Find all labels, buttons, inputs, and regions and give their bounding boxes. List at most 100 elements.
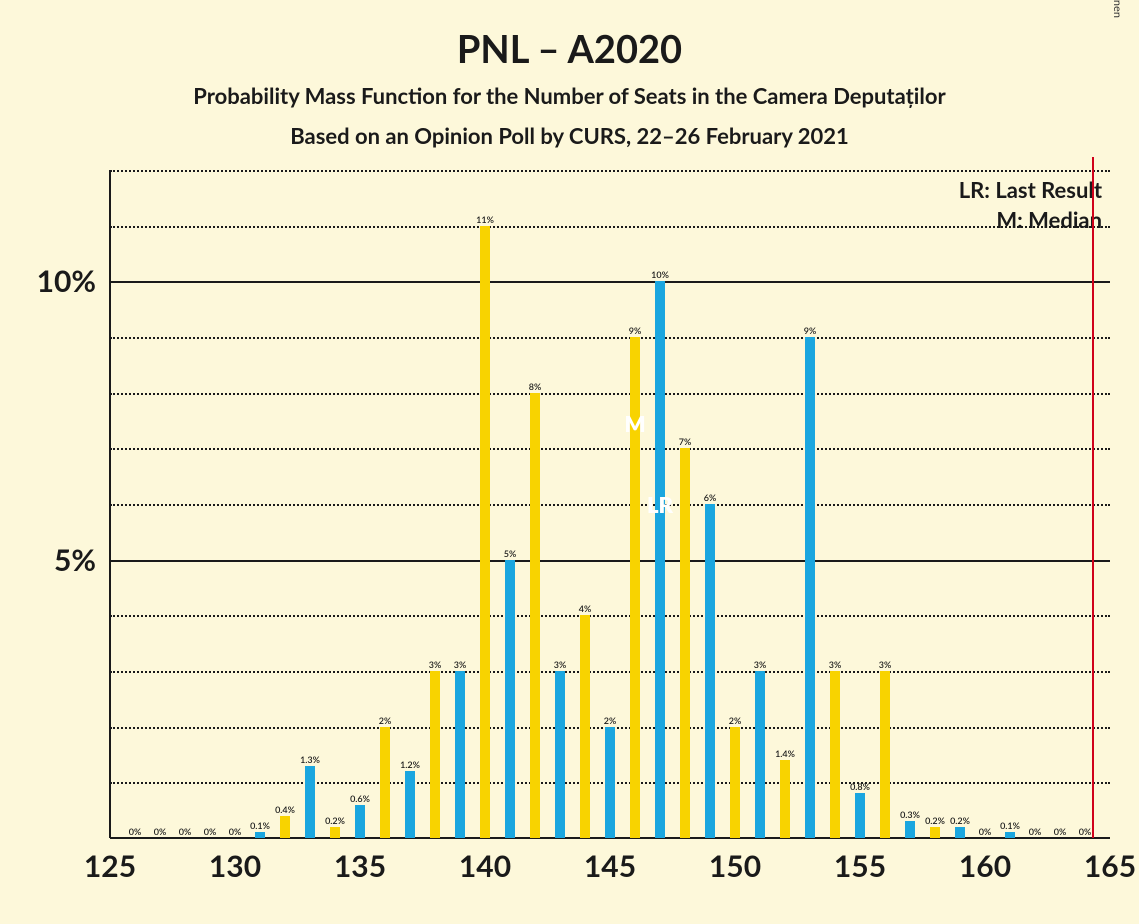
legend-median: M: Median [996, 206, 1102, 233]
bar-value-label: 0% [1029, 826, 1042, 838]
bar-value-label: 0.1% [1000, 820, 1020, 832]
bar-yellow: 0.2% [330, 827, 341, 838]
minor-gridline [110, 671, 1110, 673]
bar-value-label: 5% [504, 548, 517, 560]
x-axis-tick-label: 160 [959, 838, 1011, 884]
median-marker: M [624, 410, 645, 437]
chart-subtitle-2: Based on an Opinion Poll by CURS, 22–26 … [0, 122, 1139, 149]
x-axis-tick-label: 165 [1084, 838, 1136, 884]
bar-value-label: 9% [804, 325, 817, 337]
bar-blue: 3% [755, 671, 766, 838]
x-axis-tick-label: 140 [459, 838, 511, 884]
bar-blue: 3% [455, 671, 466, 838]
bar-blue: 10% [655, 281, 666, 838]
bar-yellow: 3% [830, 671, 841, 838]
bar-value-label: 3% [754, 659, 767, 671]
chart-canvas: PNL – A2020 Probability Mass Function fo… [0, 0, 1139, 924]
bar-blue: 2% [605, 727, 616, 838]
major-gridline [110, 560, 1110, 562]
copyright-text: © 2021 Filip van Laenen [1111, 0, 1124, 18]
minor-gridline [110, 337, 1110, 339]
bar-blue: 5% [505, 560, 516, 838]
bar-value-label: 0.6% [350, 793, 370, 805]
bar-value-label: 2% [379, 715, 392, 727]
bar-value-label: 0.3% [900, 809, 920, 821]
bar-value-label: 0.8% [850, 781, 870, 793]
bar-value-label: 0.2% [925, 815, 945, 827]
bar-value-label: 0.4% [275, 804, 295, 816]
bar-value-label: 4% [579, 603, 592, 615]
major-gridline [110, 281, 1110, 283]
last-result-line [1092, 157, 1094, 838]
bar-value-label: 3% [454, 659, 467, 671]
bar-value-label: 0% [1079, 826, 1092, 838]
bar-blue: 0.3% [905, 821, 916, 838]
bar-value-label: 10% [651, 269, 669, 281]
bar-blue: 0.8% [855, 793, 866, 838]
bar-yellow: 2% [730, 727, 741, 838]
chart-subtitle-1: Probability Mass Function for the Number… [0, 82, 1139, 109]
bar-yellow: 2% [380, 727, 391, 838]
bar-value-label: 1.2% [400, 759, 420, 771]
bar-blue: 6% [705, 504, 716, 838]
minor-gridline [110, 226, 1110, 228]
bar-blue: 0.1% [255, 832, 266, 838]
x-axis-tick-label: 150 [709, 838, 761, 884]
x-axis-tick-label: 130 [209, 838, 261, 884]
bar-value-label: 0% [179, 826, 192, 838]
y-axis-tick-label: 10% [37, 263, 110, 299]
bar-value-label: 2% [604, 715, 617, 727]
bar-yellow: 8% [530, 393, 541, 838]
bar-yellow: 11% [480, 226, 491, 838]
bar-blue: 1.2% [405, 771, 416, 838]
bar-value-label: 11% [476, 214, 494, 226]
minor-gridline [110, 170, 1110, 172]
bar-value-label: 0.2% [325, 815, 345, 827]
x-axis-tick-label: 135 [334, 838, 386, 884]
minor-gridline [110, 393, 1110, 395]
bar-value-label: 1.4% [775, 748, 795, 760]
bar-blue: 0.6% [355, 805, 366, 838]
x-axis-tick-label: 125 [84, 838, 136, 884]
bar-value-label: 1.3% [300, 754, 320, 766]
bar-value-label: 0% [979, 826, 992, 838]
bar-yellow: 4% [580, 615, 591, 838]
minor-gridline [110, 504, 1110, 506]
bar-value-label: 3% [429, 659, 442, 671]
bar-yellow: 0.4% [280, 816, 291, 838]
bar-blue: 0.2% [955, 827, 966, 838]
bar-value-label: 0.2% [950, 815, 970, 827]
bar-value-label: 3% [879, 659, 892, 671]
bar-value-label: 0% [1054, 826, 1067, 838]
bar-value-label: 7% [679, 436, 692, 448]
bar-value-label: 0% [204, 826, 217, 838]
bar-blue: 0.1% [1005, 832, 1016, 838]
x-axis-tick-label: 145 [584, 838, 636, 884]
bar-value-label: 3% [554, 659, 567, 671]
bar-value-label: 9% [629, 325, 642, 337]
bar-value-label: 0% [154, 826, 167, 838]
bar-yellow: 3% [430, 671, 441, 838]
bar-blue: 3% [555, 671, 566, 838]
last-result-marker: LR [647, 491, 673, 518]
bar-yellow: 1.4% [780, 760, 791, 838]
legend-last-result: LR: Last Result [959, 176, 1102, 203]
bar-value-label: 3% [829, 659, 842, 671]
bar-yellow: 3% [880, 671, 891, 838]
chart-title: PNL – A2020 [0, 26, 1139, 72]
minor-gridline [110, 615, 1110, 617]
y-axis-tick-label: 5% [54, 542, 110, 578]
plot-area: LR: Last Result M: Median 5%10%125130135… [110, 170, 1110, 838]
bar-value-label: 2% [729, 715, 742, 727]
y-axis-line [109, 170, 111, 838]
x-axis-tick-label: 155 [834, 838, 886, 884]
bar-blue: 1.3% [305, 766, 316, 838]
bar-value-label: 0% [129, 826, 142, 838]
bar-value-label: 8% [529, 381, 542, 393]
bar-value-label: 0% [229, 826, 242, 838]
bar-value-label: 6% [704, 492, 717, 504]
bar-yellow: 0.2% [930, 827, 941, 838]
bar-blue: 9% [805, 337, 816, 838]
minor-gridline [110, 448, 1110, 450]
bar-yellow: 7% [680, 448, 691, 838]
